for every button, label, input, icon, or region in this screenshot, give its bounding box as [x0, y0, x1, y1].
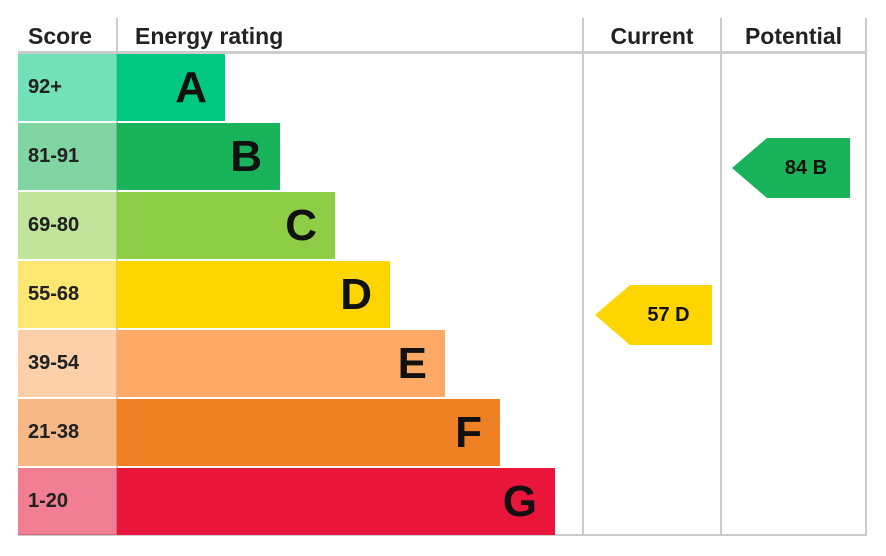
current-header: Current [583, 18, 721, 54]
score-cell: 81-91 [18, 123, 117, 190]
score-cell: 1-20 [18, 468, 117, 535]
score-label: 39-54 [28, 352, 80, 374]
potential-arrow: 84 B [732, 138, 850, 198]
score-label: 55-68 [28, 283, 80, 305]
rating-bar: B [117, 123, 280, 190]
score-cell: 69-80 [18, 192, 117, 259]
divider [865, 18, 867, 536]
score-label: 69-80 [28, 214, 80, 236]
rating-bar: D [117, 261, 390, 328]
rating-bar: F [117, 399, 500, 466]
score-header: Score [18, 18, 117, 54]
score-cell: 21-38 [18, 399, 117, 466]
current-arrow: 57 D [595, 285, 712, 345]
potential-header: Potential [721, 18, 866, 54]
rating-header: Energy rating [117, 18, 583, 54]
divider [720, 18, 722, 536]
score-cell: 92+ [18, 54, 117, 121]
bottom-border [18, 534, 867, 536]
score-label: 81-91 [28, 145, 80, 167]
rating-bar: A [117, 54, 225, 121]
rating-bar: C [117, 192, 335, 259]
divider [582, 18, 584, 536]
rating-bar: G [117, 468, 555, 535]
score-cell: 55-68 [18, 261, 117, 328]
score-label: 1-20 [28, 490, 69, 512]
score-label: 92+ [28, 76, 62, 98]
score-cell: 39-54 [18, 330, 117, 397]
rating-bar: E [117, 330, 445, 397]
score-label: 21-38 [28, 421, 80, 443]
